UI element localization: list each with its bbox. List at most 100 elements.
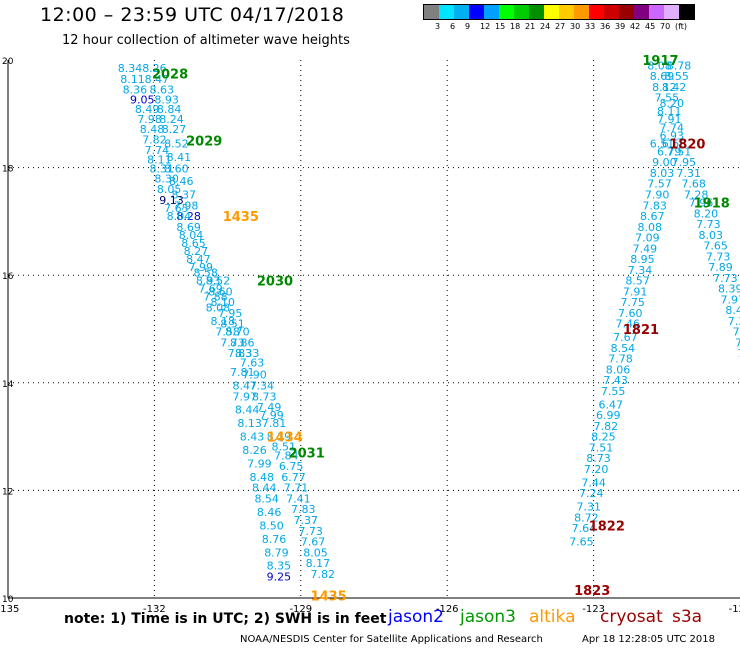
wave-height-value: 7.65: [569, 536, 594, 549]
wave-height-value: 7.67: [738, 347, 740, 360]
wave-height-value: 7.58: [215, 326, 240, 339]
wave-height-value: 7.41: [286, 492, 311, 505]
legend-s3a: s3a: [672, 607, 703, 627]
pass-time-label: 1820: [669, 137, 705, 152]
wave-height-value: 8.73: [586, 452, 611, 465]
color-scale-label: 30: [570, 22, 581, 31]
wave-height-value: 8.10: [211, 296, 236, 309]
wave-height-value: 7.97: [232, 390, 256, 403]
pass-time-label: 1434: [267, 431, 303, 446]
legend-cryosat: cryosat: [600, 607, 663, 627]
wave-height-value: 7.73: [706, 250, 731, 263]
wave-height-value: 8.18: [211, 315, 236, 328]
wave-height-value: 8.52: [206, 275, 231, 288]
wave-height-value: 6.77: [281, 471, 306, 484]
color-scale-label: 45: [645, 22, 656, 31]
color-swatch: [649, 5, 664, 19]
pass-time-label: 1918: [694, 197, 730, 212]
color-scale-label: 12: [480, 22, 491, 31]
wave-height-value: 8.51: [272, 440, 297, 453]
wave-height-value: 8.54: [611, 342, 636, 355]
wave-height-value: 7.82: [594, 420, 619, 433]
wave-height-value: 7.43: [603, 374, 628, 387]
wave-height-value: 8.42: [662, 81, 687, 94]
wave-height-value: 8.06: [606, 363, 631, 376]
wave-height-value: 8.65: [181, 237, 206, 250]
wave-height-value: 8.08: [647, 59, 672, 72]
y-tick-label: 18: [2, 165, 14, 175]
wave-height-value: 8.76: [262, 533, 287, 546]
wave-height-value: 7.89: [708, 261, 733, 274]
wave-height-values: 8.34 8.268.11 8.478.36 8.639.05 8.938.498.84…: [118, 59, 740, 583]
wave-height-value: 8.03: [699, 229, 724, 242]
wave-height-value: 8.37: [171, 189, 196, 202]
color-swatch: [679, 5, 694, 19]
pass-time-label: 2028: [152, 67, 188, 82]
wave-height-value: 8.25: [591, 431, 616, 444]
wave-height-value: 7.95: [672, 156, 697, 169]
wave-height-value: 7.20: [584, 463, 609, 476]
color-swatch: [619, 5, 634, 19]
wave-height-value: 8.03: [650, 167, 675, 180]
wave-height-value: 7.98: [174, 199, 199, 212]
wave-height-value: 8.52: [164, 137, 189, 150]
wave-height-value: 8.12: [652, 81, 677, 94]
wave-height-value: 8.49: [135, 103, 160, 116]
wave-height-value: 7.31: [677, 167, 702, 180]
wave-height-value: 8.58: [193, 267, 218, 280]
wave-height-value: 8.47: [145, 73, 170, 86]
wave-height-value: 8.33: [235, 347, 259, 360]
color-swatch: [514, 5, 529, 19]
color-scale-label: 9: [465, 22, 471, 31]
wave-height-value: 8.43: [240, 431, 264, 444]
wave-height-value: 7.55: [601, 385, 626, 398]
color-swatch: [559, 5, 574, 19]
wave-height-value: 7.60: [618, 307, 643, 320]
wave-height-value: 6.56: [662, 137, 687, 150]
wave-height-value: 8.95: [630, 253, 655, 266]
pass-time-label: 1917: [642, 54, 678, 69]
wave-height-value: 6.51: [650, 137, 675, 150]
legend-jason2: jason2: [388, 607, 444, 627]
color-swatch: [604, 5, 619, 19]
wave-height-value: 8.42: [725, 304, 740, 317]
color-swatch: [574, 5, 589, 19]
color-swatch: [439, 5, 454, 19]
wave-height-value: 8.46: [257, 506, 282, 519]
color-swatch: [484, 5, 499, 19]
wave-height-value: 8.63: [150, 84, 175, 97]
wave-height-value: 8.19: [267, 431, 292, 444]
x-tick-label: -132: [143, 604, 166, 615]
x-tick-label: -126: [436, 604, 459, 615]
wave-height-value: 9.25: [267, 570, 292, 583]
wave-height-value: 7.91: [657, 113, 682, 126]
wave-height-value: 8.26: [142, 62, 167, 75]
color-scale-label: 36: [600, 22, 611, 31]
wave-height-value: 8.57: [625, 275, 650, 288]
color-scale-label: 21: [525, 22, 536, 31]
footer-credit: NOAA/NESDIS Center for Satellite Applica…: [240, 634, 543, 645]
wave-height-value: 8.41: [167, 151, 192, 164]
pass-time-label: 1821: [623, 323, 659, 338]
wave-height-value: 8.69: [176, 221, 201, 234]
wave-height-value: 8.70: [225, 326, 250, 339]
pass-time-label: 1823: [574, 584, 610, 599]
wave-height-value: 8.48: [140, 123, 165, 136]
wave-height-value: 8.35: [267, 560, 292, 573]
wave-height-value: 6.93: [659, 129, 684, 142]
wave-height-value: 7.83: [228, 347, 253, 360]
wave-height-value: 7.67: [301, 536, 326, 549]
wave-height-value: 8.17: [306, 557, 331, 570]
wave-height-value: 8.54: [254, 492, 279, 505]
wave-height-value: 6.79: [657, 145, 682, 158]
color-scale-labels: 3 6 9 12 15 18 21 24 27 30 33 36 39 42 45 70 (ft): [423, 20, 695, 32]
wave-height-value: 7.84: [274, 449, 299, 462]
wave-height-value: 7.73: [220, 336, 245, 349]
footer-note: note: 1) Time is in UTC; 2) SWH is in fe…: [64, 611, 387, 627]
wave-height-value: 7.97: [720, 293, 740, 306]
wave-height-value: 7.90: [242, 369, 266, 382]
wave-height-value: 8.34: [118, 62, 143, 75]
wave-height-value: 7.63: [240, 356, 264, 369]
wave-height-value: 7.73: [713, 272, 738, 285]
color-scale-label: 42: [630, 22, 641, 31]
